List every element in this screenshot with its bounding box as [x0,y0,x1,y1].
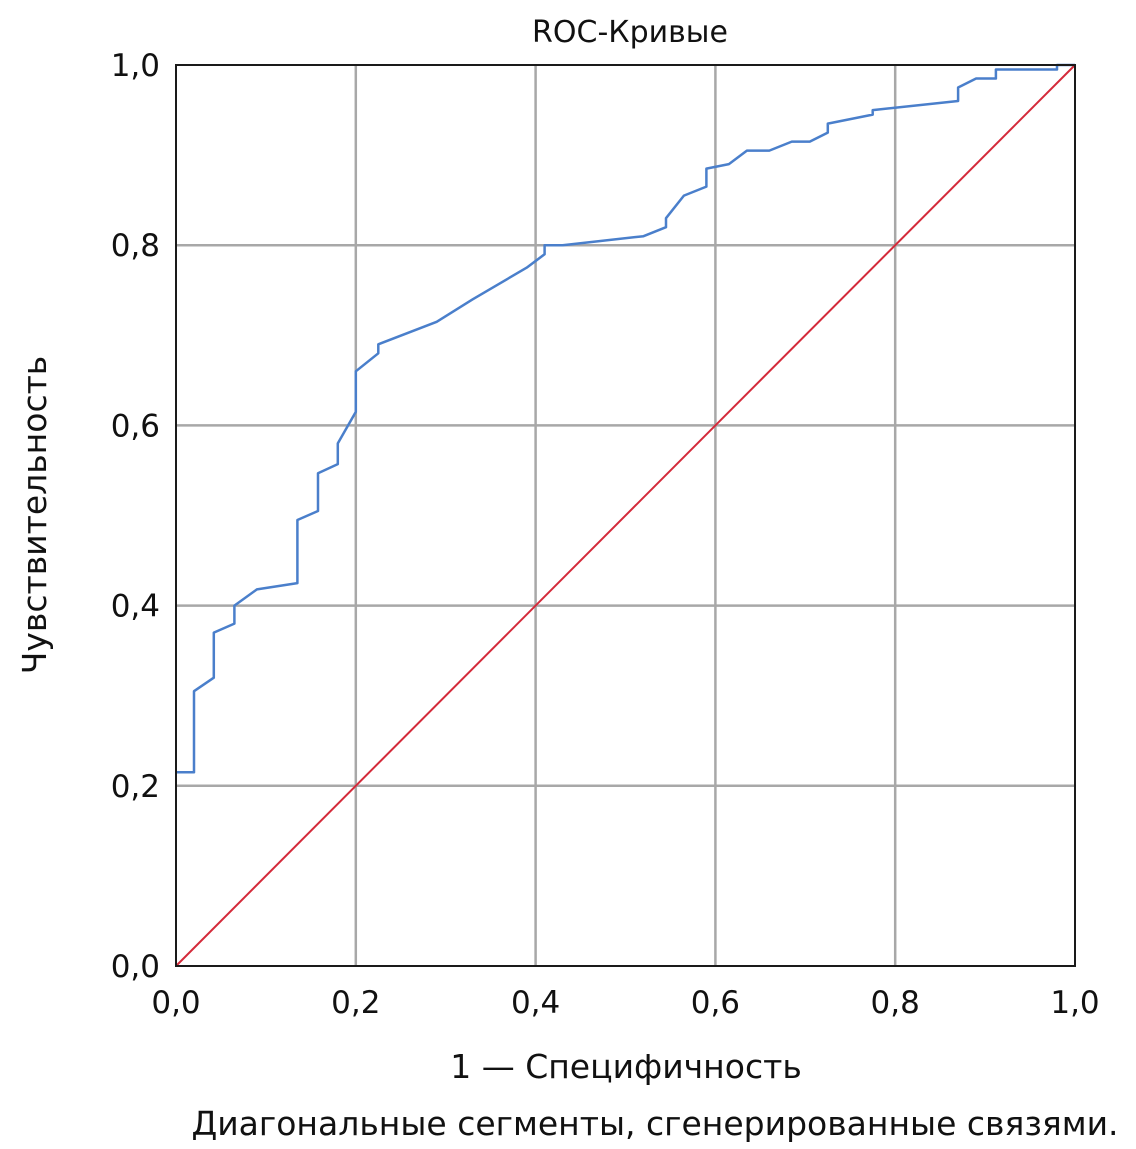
roc-curve-line [176,63,1075,774]
x-tick-label: 0,2 [331,985,380,1021]
plot-frame [175,64,1076,967]
y-tick-label: 0,8 [111,228,160,264]
y-tick-label: 0,6 [111,408,160,444]
reference-diagonal-line [175,64,1076,967]
y-tick-label: 1,0 [111,48,160,84]
x-tick-label: 0,6 [691,985,740,1021]
y-tick-label: 0,0 [111,949,160,985]
grid [176,65,1075,966]
y-tick-labels: 0,0 0,2 0,4 0,6 0,8 1,0 [111,48,160,985]
chart-title: ROC-Кривые [532,15,728,50]
x-tick-label: 1,0 [1050,985,1099,1021]
x-tick-labels: 0,0 0,2 0,4 0,6 0,8 1,0 [151,985,1099,1021]
x-tick-label: 0,8 [871,985,920,1021]
y-tick-label: 0,2 [111,769,160,805]
y-axis-label: Чувствительность [15,356,54,675]
x-tick-label: 0,0 [151,985,200,1021]
x-axis-label: 1 — Специфичность [450,1047,802,1086]
series-layer [175,63,1076,967]
y-tick-label: 0,4 [111,589,160,625]
chart-footnote: Диагональные сегменты, сгенерированные с… [191,1104,1118,1143]
x-tick-label: 0,4 [511,985,560,1021]
